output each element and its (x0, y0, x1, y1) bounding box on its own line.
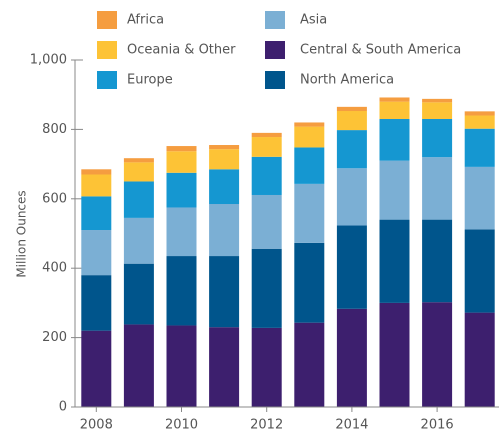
bar-segment (81, 174, 112, 197)
bar-segment (81, 196, 112, 231)
legend-label: Europe (127, 73, 173, 88)
y-axis-label: Million Ounces (15, 190, 29, 277)
bar-segment (294, 242, 325, 323)
legend-swatch (265, 11, 285, 29)
bar-segment (336, 168, 367, 226)
bar-segment (379, 302, 410, 407)
bar-segment (336, 225, 367, 309)
bar-segment (294, 183, 325, 243)
bar-segment (123, 162, 154, 182)
bar-segment (209, 145, 240, 150)
legend-label: Asia (300, 13, 327, 28)
x-tick-label: 2016 (421, 418, 454, 433)
x-tick-label: 2010 (165, 418, 198, 433)
x-tick-label: 2012 (250, 418, 283, 433)
bar-segment (123, 181, 154, 218)
bar-segment (209, 256, 240, 328)
legend-label: North America (300, 73, 394, 88)
legend-swatch (265, 41, 285, 59)
legend-swatch (97, 11, 117, 29)
bar-segment (209, 327, 240, 407)
bar-segment (251, 137, 282, 157)
legend-label: Oceania & Other (127, 43, 236, 58)
legend-label: Central & South America (300, 43, 461, 58)
bar-segment (81, 275, 112, 331)
bar-segment (209, 169, 240, 205)
bar-segment (166, 151, 197, 173)
bar-segment (422, 98, 453, 103)
y-tick-label: 0 (59, 400, 67, 415)
y-tick-label: 800 (42, 122, 67, 137)
bar-segment (422, 157, 453, 220)
bar-segment (294, 122, 325, 127)
bar-segment (422, 118, 453, 158)
y-tick-label: 200 (42, 330, 67, 345)
bar-segment (166, 172, 197, 208)
bar-segment (81, 230, 112, 276)
bar-segment (209, 149, 240, 170)
bar-segment (166, 325, 197, 407)
bar-segment (251, 194, 282, 249)
bar-segment (336, 111, 367, 131)
bar-segment (379, 97, 410, 102)
x-tick-label: 2014 (335, 418, 368, 433)
bar-segment (336, 130, 367, 169)
y-tick-label: 600 (42, 191, 67, 206)
bar-segment (464, 312, 495, 407)
bar-segment (336, 106, 367, 112)
bar-segment (464, 229, 495, 313)
bar-segment (81, 169, 112, 175)
bar-segment (422, 302, 453, 407)
bar-segment (464, 111, 495, 116)
bar-segment (251, 132, 282, 138)
bar-segment (379, 101, 410, 119)
bar-segment (251, 248, 282, 328)
bar-segment (123, 324, 154, 407)
bar-segment (209, 204, 240, 257)
bar-segment (464, 128, 495, 167)
bar-segment (422, 219, 453, 303)
bar-segment (464, 166, 495, 230)
bar-segment (294, 126, 325, 148)
bar-segment (123, 263, 154, 325)
bar-segment (251, 327, 282, 407)
bar-segment (336, 308, 367, 407)
bar-segment (81, 330, 112, 407)
legend-swatch (265, 71, 285, 89)
bar-segment (464, 115, 495, 129)
bar-segment (251, 156, 282, 195)
bar-segment (294, 322, 325, 407)
y-tick-label: 1,000 (30, 53, 67, 68)
bar-segment (294, 147, 325, 184)
bar-segment (123, 158, 154, 163)
y-tick-label: 400 (42, 261, 67, 276)
legend-swatch (97, 41, 117, 59)
bar-segment (379, 118, 410, 161)
bar-segment (379, 160, 410, 220)
bar-segment (166, 207, 197, 257)
bar-segment (379, 219, 410, 303)
bar-segment (166, 146, 197, 152)
legend-swatch (97, 71, 117, 89)
bar-segment (166, 256, 197, 326)
x-tick-label: 2008 (80, 418, 113, 433)
bar-segment (422, 102, 453, 119)
legend-label: Africa (127, 13, 164, 28)
bar-segment (123, 217, 154, 264)
